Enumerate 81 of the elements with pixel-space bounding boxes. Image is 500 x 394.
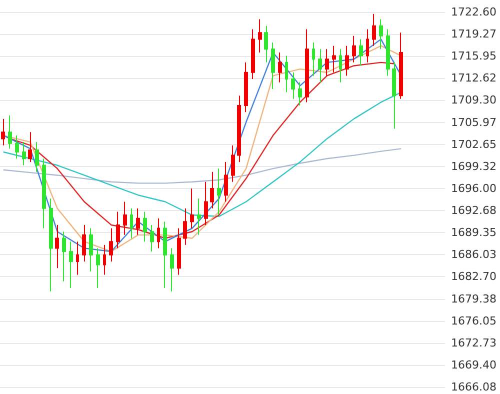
candlestick [55,224,59,269]
candlestick [22,142,26,166]
candlestick [89,228,93,272]
y-tick-label: 1679.38 [451,292,496,306]
y-tick-label: 1669.40 [451,358,496,372]
candlestick [278,52,282,83]
y-tick-label: 1709.30 [451,94,496,107]
y-tick-label: 1686.03 [451,248,496,262]
candlestick [312,42,315,76]
candlestick [69,241,73,289]
y-tick-label: 1712.62 [451,72,496,85]
candlestick [251,28,255,80]
candlestick [62,231,66,282]
candlestick [237,95,241,162]
candlestick [96,248,100,289]
candlestick [42,158,46,229]
candlestick [285,55,288,93]
candlestick [271,42,275,90]
y-tick-label: 1702.65 [451,138,496,151]
candlestick [258,18,262,53]
y-tick-label: 1666.08 [451,380,496,394]
candlestick [217,168,221,216]
y-tick-label: 1682.70 [451,270,496,284]
line-series [10,62,396,239]
candlestick [345,45,349,76]
candlestick [264,25,268,63]
candlestick [359,38,363,66]
candlestick [339,48,342,83]
candlestick [123,201,127,236]
line-series [2,92,402,217]
y-tick-label: 1672.73 [451,336,496,350]
candlestick [116,211,120,249]
candlestick [366,28,369,63]
y-tick-label: 1696.00 [451,182,496,195]
candlestick [392,62,396,130]
candlestick [224,161,228,202]
candlestick [204,181,208,226]
candlestick [325,48,329,76]
candlestick [150,224,154,252]
candlestick [318,48,322,83]
candlestick [76,241,79,276]
candlestick [177,228,181,276]
candlestick [298,82,302,106]
y-tick-label: 1692.68 [451,204,496,218]
candlestick [190,188,194,229]
candlestick [352,35,356,63]
y-tick-label: 1722.60 [451,6,496,18]
candlestick [170,248,174,292]
candlestick [103,244,106,276]
candlestick [244,62,248,113]
candlestick [372,13,376,46]
candlestick [399,32,403,100]
candlestick [109,228,113,262]
candlestick [49,198,53,292]
candlestick [130,208,133,239]
candlestick [1,118,5,146]
candlestick [197,198,201,236]
candlestick [163,221,167,289]
candlestick [28,132,32,162]
y-tick-label: 1719.27 [451,28,496,41]
candlestick [231,144,235,182]
y-tick-label: 1705.97 [451,116,496,129]
candlestick [157,218,160,249]
candlestick [15,134,19,160]
candlestick [8,115,12,150]
y-tick-label: 1676.05 [451,314,496,328]
candlestick [143,211,147,242]
y-tick-label: 1715.95 [451,50,496,63]
candlestick [183,208,187,246]
candlestick [82,224,86,262]
candlestick [136,208,140,236]
candlestick [291,72,295,100]
line-series [2,148,402,184]
y-tick-label: 1699.32 [451,160,496,173]
candlestick [386,28,390,76]
candlestick [210,171,214,209]
candlestick [332,45,336,73]
candlestick [379,18,383,50]
y-tick-label: 1689.35 [451,226,496,240]
candlestick [35,142,39,172]
candlestick [305,28,309,103]
